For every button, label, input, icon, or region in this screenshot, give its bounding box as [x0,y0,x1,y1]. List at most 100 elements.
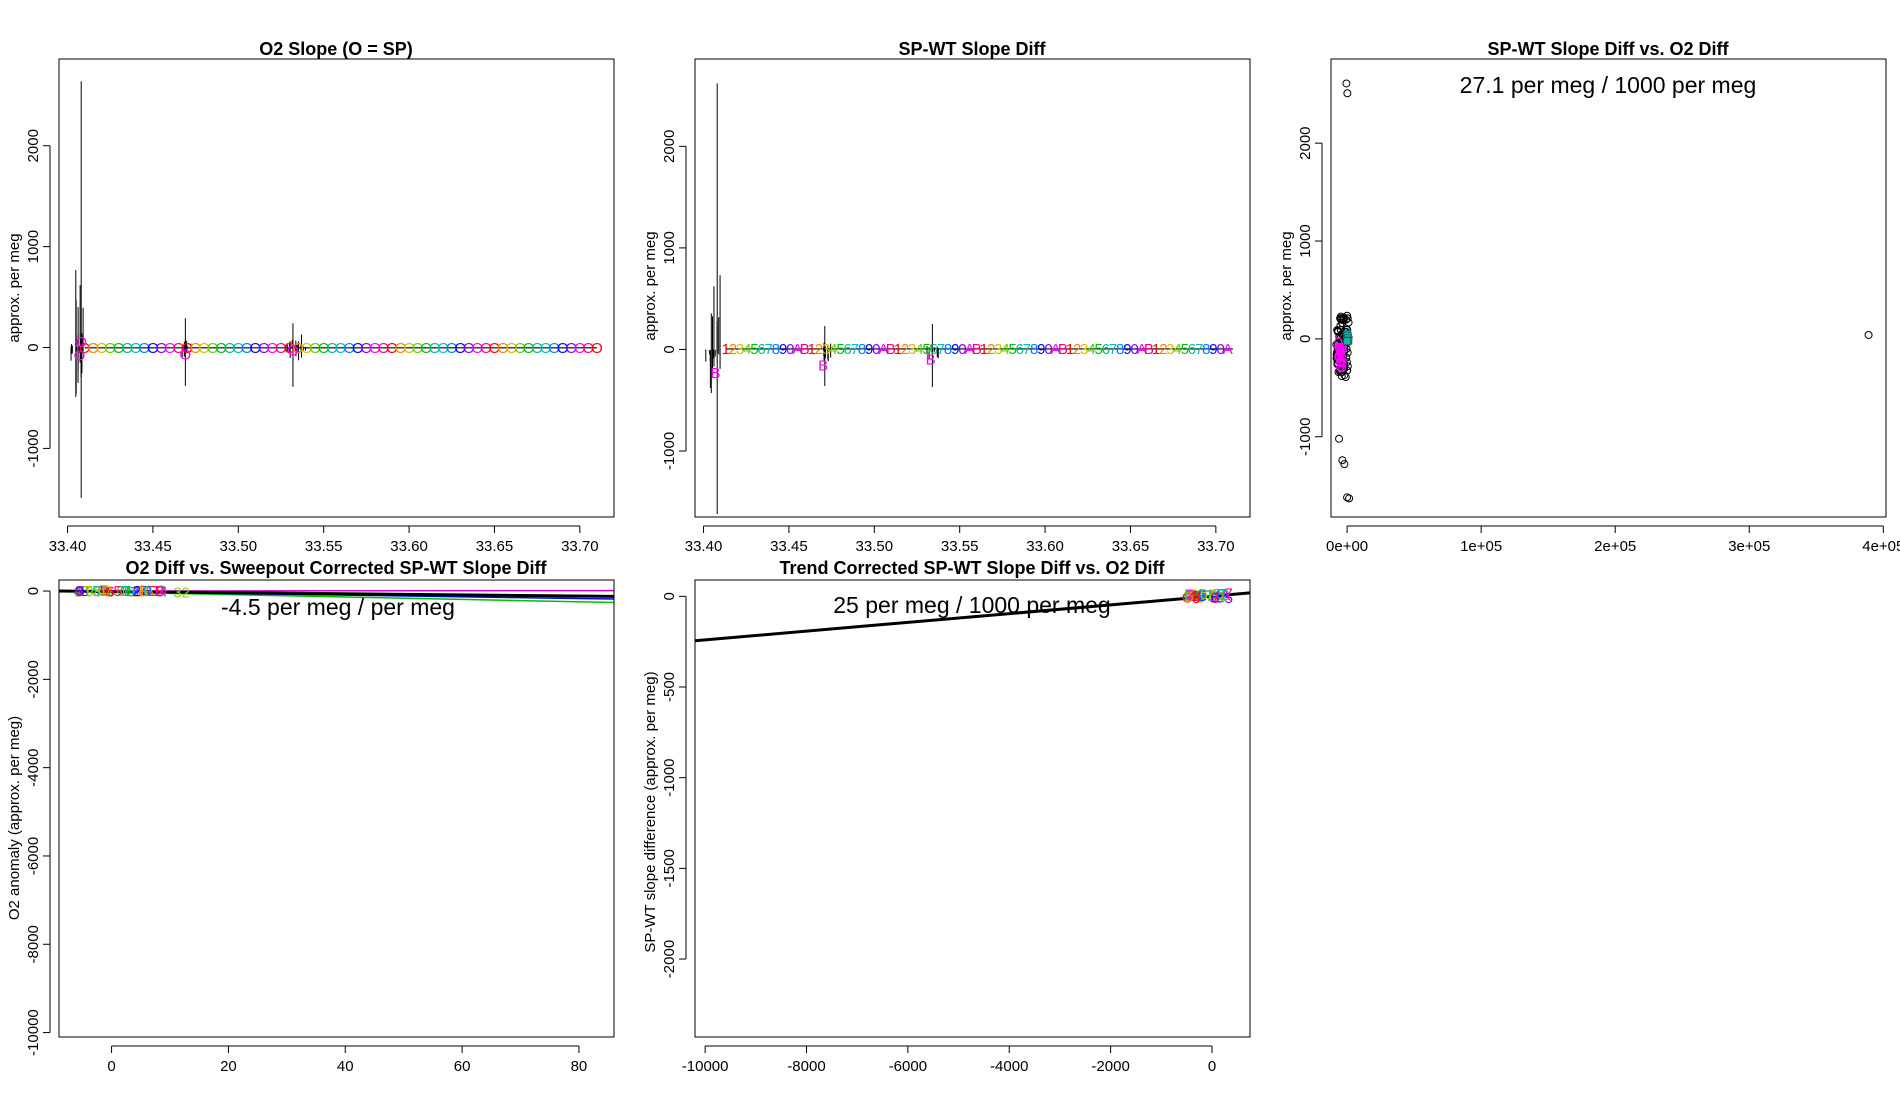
outlier-point: O [180,347,192,364]
data-point: B [138,583,148,600]
plot-frame [58,58,615,518]
data-point: O [190,340,202,357]
y-tick-label: 1000 [1297,224,1314,257]
x-tick-label: 33.65 [1112,538,1150,555]
marks: 1234567890AB1234567890AB1234567890AB1234… [704,83,1233,514]
data-point: 8 [1192,590,1200,607]
data-point: 4 [1173,341,1181,358]
x-tick-label: 33.50 [220,538,258,555]
data-point: 3 [98,583,106,600]
data-point: O [446,340,458,357]
data-point: T [121,583,130,600]
data-point: 2 [815,341,823,358]
data-point: 1 [1206,587,1214,604]
data-point: A [1137,341,1147,358]
data-point: O [173,340,185,357]
data-point: B [1184,589,1194,606]
data-point: 7 [1109,341,1117,358]
x-tick-label: 2e+05 [1594,538,1636,555]
data-point: 6 [1200,586,1208,603]
data-point: A [1223,341,1233,358]
data-point: 4 [1001,341,1009,358]
panel-trend-corrected-vs-o2-diff: Trend Corrected SP-WT Slope Diff vs. O2 … [642,558,1251,1075]
data-point: O [284,340,296,357]
data-point: 3 [1080,341,1088,358]
axes: -10000 -8000 -6000 -4000 -2000 0-2000-1500-10… [661,579,1251,1075]
data-point: 8 [94,583,102,600]
data-point [1336,363,1345,372]
data-point: O [361,340,373,357]
y-tick-label: -1000 [1297,418,1314,456]
data-point: 7 [104,583,112,600]
data-point: 2 [1186,586,1194,603]
data-point: O [378,340,390,357]
x-tick-label: 33.65 [476,538,514,555]
x-tick-label: 33.40 [49,538,87,555]
data-point: 2 [1159,341,1167,358]
data-point: 7 [937,341,945,358]
y-tick-label: -1500 [661,849,678,887]
data-point: 5 [1195,588,1203,605]
data-point: 5 [1185,589,1193,606]
data-point: 8 [1030,341,1038,358]
data-point: O [574,340,586,357]
data-point: 2 [157,583,165,600]
data-point: 7 [1023,341,1031,358]
data-point: 4 [1184,587,1192,604]
data-point: E [1188,587,1198,604]
data-point: 2 [133,583,141,600]
data-point: O [429,340,441,357]
data-point: 6 [1016,341,1024,358]
data-point: 9 [1209,589,1217,606]
data-point: O [420,340,432,357]
y-axis-label: approx. per meg [642,231,659,340]
data-point: 7 [95,583,103,600]
y-tick-label: 0 [1297,335,1314,343]
x-tick-label: 3e+05 [1728,538,1770,555]
y-tick-label: 1000 [25,230,42,263]
data-point [1335,347,1345,356]
data-point: 3 [76,583,84,600]
data-point: A [133,583,143,600]
y-tick-label: -2000 [25,660,42,698]
data-point: 7 [1205,588,1213,605]
data-point: 9 [951,341,959,358]
data-point: 9 [75,583,83,600]
data-point [1343,89,1352,98]
data-point: B [800,341,810,358]
data-point: 1 [808,341,816,358]
data-point: A [879,341,889,358]
data-point: 8 [772,341,780,358]
data-point: 6 [1188,341,1196,358]
x-tick-label: 33.45 [770,538,808,555]
data-point: 6 [126,583,134,600]
data-point: 5 [1225,590,1233,607]
data-point: O [565,340,577,357]
data-point: 2 [74,583,82,600]
data-point: O [130,340,142,357]
data-point [1864,330,1873,339]
x-tick-label: 1e+05 [1460,538,1502,555]
data-point: O [292,340,304,357]
data-point: 4 [159,583,167,600]
data-point [1335,434,1344,443]
data-point: 5 [836,341,844,358]
data-point: O [132,583,144,600]
data-point: B [972,341,982,358]
data-point: 2 [1073,341,1081,358]
data-point: O [591,340,603,357]
x-tick-label: -4000 [990,1058,1028,1075]
data-point: 5 [1181,341,1189,358]
data-point: 3 [1183,589,1191,606]
data-point: F [1212,586,1221,603]
data-point: O [557,340,569,357]
y-tick-label: -4000 [25,748,42,786]
x-tick-label: 33.70 [561,538,599,555]
data-point: 0 [872,341,880,358]
data-point [1339,314,1348,323]
plot-frame [694,58,1251,518]
data-point: 0 [1044,341,1052,358]
panel-o2-diff-vs-sweepout: O2 Diff vs. Sweepout Corrected SP-WT Slo… [6,558,615,1075]
data-point: 9 [779,341,787,358]
